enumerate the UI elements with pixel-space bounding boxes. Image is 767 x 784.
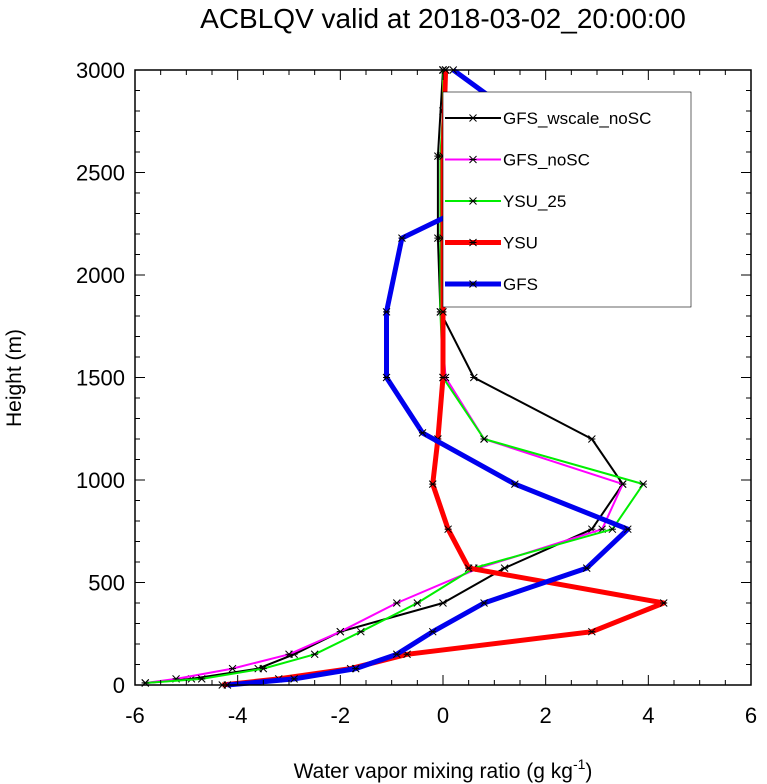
data-point-4 (623, 525, 632, 534)
chart-title: ACBLQV valid at 2018-03-02_20:00:00 (200, 3, 686, 34)
data-point-0 (439, 599, 447, 607)
x-axis-label: Water vapor mixing ratio (g kg-1) (294, 756, 593, 783)
legend-box (442, 91, 692, 308)
x-tick-label: 0 (437, 703, 449, 728)
data-point-0 (588, 435, 596, 443)
x-tick-label: -6 (125, 703, 145, 728)
y-tick-label: 2500 (76, 161, 125, 186)
y-tick-label: 500 (88, 571, 125, 596)
legend: GFS_wscale_noSC GFS_noSC YSU_25 YSU GFS (442, 91, 692, 308)
x-axis-label-main: Water vapor mixing ratio (g kg (294, 760, 573, 783)
x-tick-label: -2 (331, 703, 351, 728)
data-point-2 (357, 627, 365, 636)
data-point-2 (197, 674, 206, 683)
data-point-4 (382, 308, 391, 316)
data-point-2 (310, 650, 319, 659)
data-point-0 (500, 564, 509, 573)
data-point-3 (464, 564, 473, 573)
data-point-4 (480, 599, 488, 607)
data-point-3 (659, 599, 668, 607)
legend-label: YSU (503, 234, 538, 253)
legend-label: YSU_25 (503, 192, 566, 211)
x-tick-label: 6 (745, 703, 757, 728)
x-tick-label: -4 (228, 703, 248, 728)
x-tick-label: 4 (642, 703, 654, 728)
y-tick-label: 1000 (76, 468, 125, 493)
data-point-2 (639, 480, 648, 488)
data-point-4 (418, 428, 427, 437)
data-point-3 (439, 373, 447, 382)
data-point-4 (511, 480, 519, 488)
data-point-3 (444, 525, 452, 534)
series-line-0 (145, 69, 624, 684)
legend-label: GFS_noSC (503, 151, 590, 170)
data-point-2 (259, 664, 268, 673)
data-point-2 (608, 525, 617, 534)
data-point-1 (392, 599, 401, 607)
y-axis-label: Height (m) (3, 329, 26, 427)
legend-marker (469, 280, 477, 288)
data-point-4 (392, 650, 401, 659)
legend-marker (469, 238, 477, 247)
data-point-4 (382, 373, 391, 382)
axes-group: -6 -4 -2 0 2 4 6 0 500 1000 1500 2000 2500 3000 (76, 58, 757, 728)
data-point-1 (285, 650, 293, 659)
legend-marker (469, 197, 477, 205)
data-point-4 (351, 664, 360, 673)
x-tick-label: 2 (540, 703, 552, 728)
legend-marker (469, 114, 477, 122)
y-tick-label: 3000 (76, 58, 125, 83)
data-point-0 (469, 373, 478, 382)
data-point-3 (588, 627, 596, 636)
y-tick-label: 2000 (76, 263, 125, 288)
x-axis-label-exponent: -1 (573, 756, 586, 772)
y-tick-label: 0 (113, 673, 125, 698)
data-point-1 (618, 480, 627, 488)
data-point-3 (428, 480, 437, 488)
legend-marker (469, 155, 477, 164)
data-point-4 (582, 564, 591, 573)
x-axis-label-close: ) (585, 760, 592, 783)
legend-label: GFS_wscale_noSC (503, 109, 651, 128)
data-point-1 (336, 627, 345, 636)
data-point-2 (480, 435, 488, 443)
data-point-4 (398, 234, 406, 242)
y-tick-label: 1500 (76, 366, 125, 391)
data-point-3 (439, 308, 447, 316)
data-point-2 (413, 599, 422, 607)
data-point-1 (228, 664, 237, 673)
data-point-4 (428, 627, 437, 636)
legend-label: GFS (503, 275, 538, 294)
series-line-2 (145, 70, 645, 684)
data-point-4 (290, 674, 298, 683)
